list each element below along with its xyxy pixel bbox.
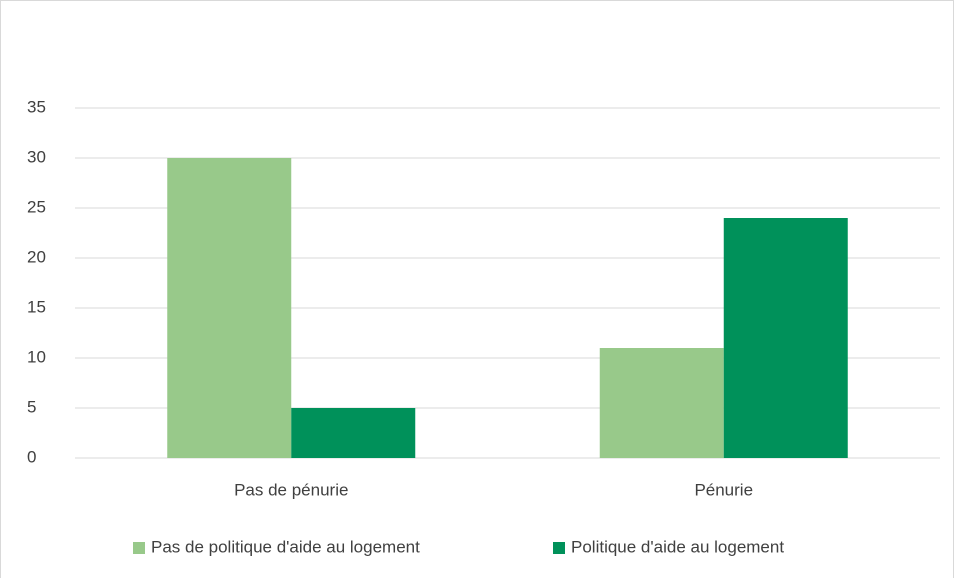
y-tick-label: 10 <box>27 347 46 366</box>
x-tick-label: Pénurie <box>694 480 753 499</box>
legend-swatch <box>553 542 565 554</box>
y-tick-label: 25 <box>27 197 46 216</box>
legend-label: Politique d'aide au logement <box>571 537 784 556</box>
y-tick-label: 0 <box>27 447 36 466</box>
y-tick-label: 20 <box>27 247 46 266</box>
legend-swatch <box>133 542 145 554</box>
y-tick-label: 15 <box>27 297 46 316</box>
bar <box>599 348 724 458</box>
y-tick-label: 35 <box>27 97 46 116</box>
y-tick-label: 5 <box>27 397 36 416</box>
x-tick-label: Pas de pénurie <box>234 480 348 499</box>
bar <box>167 158 292 458</box>
y-tick-label: 30 <box>27 147 46 166</box>
bar <box>723 218 848 458</box>
legend-label: Pas de politique d'aide au logement <box>151 537 420 556</box>
bar <box>291 408 416 458</box>
